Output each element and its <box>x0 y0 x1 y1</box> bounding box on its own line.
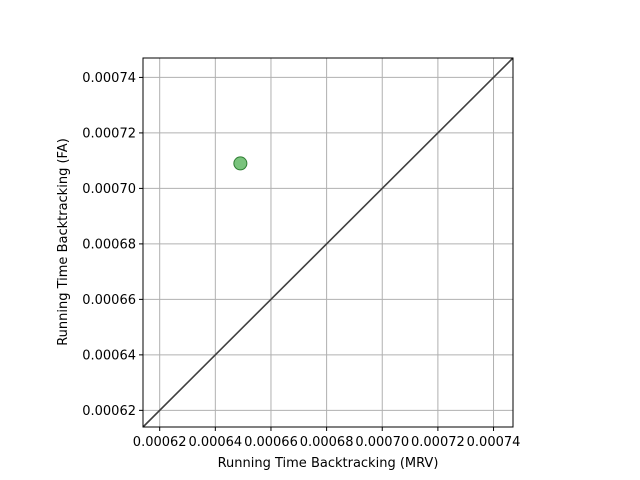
grid-lines <box>143 58 513 427</box>
x-tick-label: 0.00074 <box>467 435 521 450</box>
points-layer <box>233 156 248 171</box>
x-tick-label: 0.00064 <box>188 435 242 450</box>
y-tick-label: 0.00064 <box>82 348 136 363</box>
y-axis-label: Running Time Backtracking (FA) <box>56 138 71 346</box>
x-tick-label: 0.00072 <box>411 435 465 450</box>
scatter-point <box>233 156 248 171</box>
x-tick-label: 0.00070 <box>355 435 409 450</box>
x-axis-label: Running Time Backtracking (MRV) <box>218 456 439 471</box>
plot-frame <box>142 57 514 428</box>
y-tick-label: 0.00066 <box>82 293 136 308</box>
y-axis-ticks: 0.00062 0.00064 0.00066 0.00068 0.00070 0.000… <box>82 71 143 419</box>
x-tick-label: 0.00066 <box>244 435 298 450</box>
x-axis-ticks: 0.00062 0.00064 0.00066 0.00068 0.00070 0.000… <box>133 427 521 450</box>
y-tick-label: 0.00074 <box>82 71 136 86</box>
y-tick-label: 0.00068 <box>82 237 136 252</box>
x-tick-label: 0.00068 <box>300 435 354 450</box>
y-tick-label: 0.00062 <box>82 404 136 419</box>
reference-line-layer <box>142 57 514 428</box>
y-tick-label: 0.00072 <box>82 126 136 141</box>
x-tick-label: 0.00062 <box>133 435 187 450</box>
diagonal-reference-line <box>142 57 514 428</box>
y-tick-label: 0.00070 <box>82 182 136 197</box>
